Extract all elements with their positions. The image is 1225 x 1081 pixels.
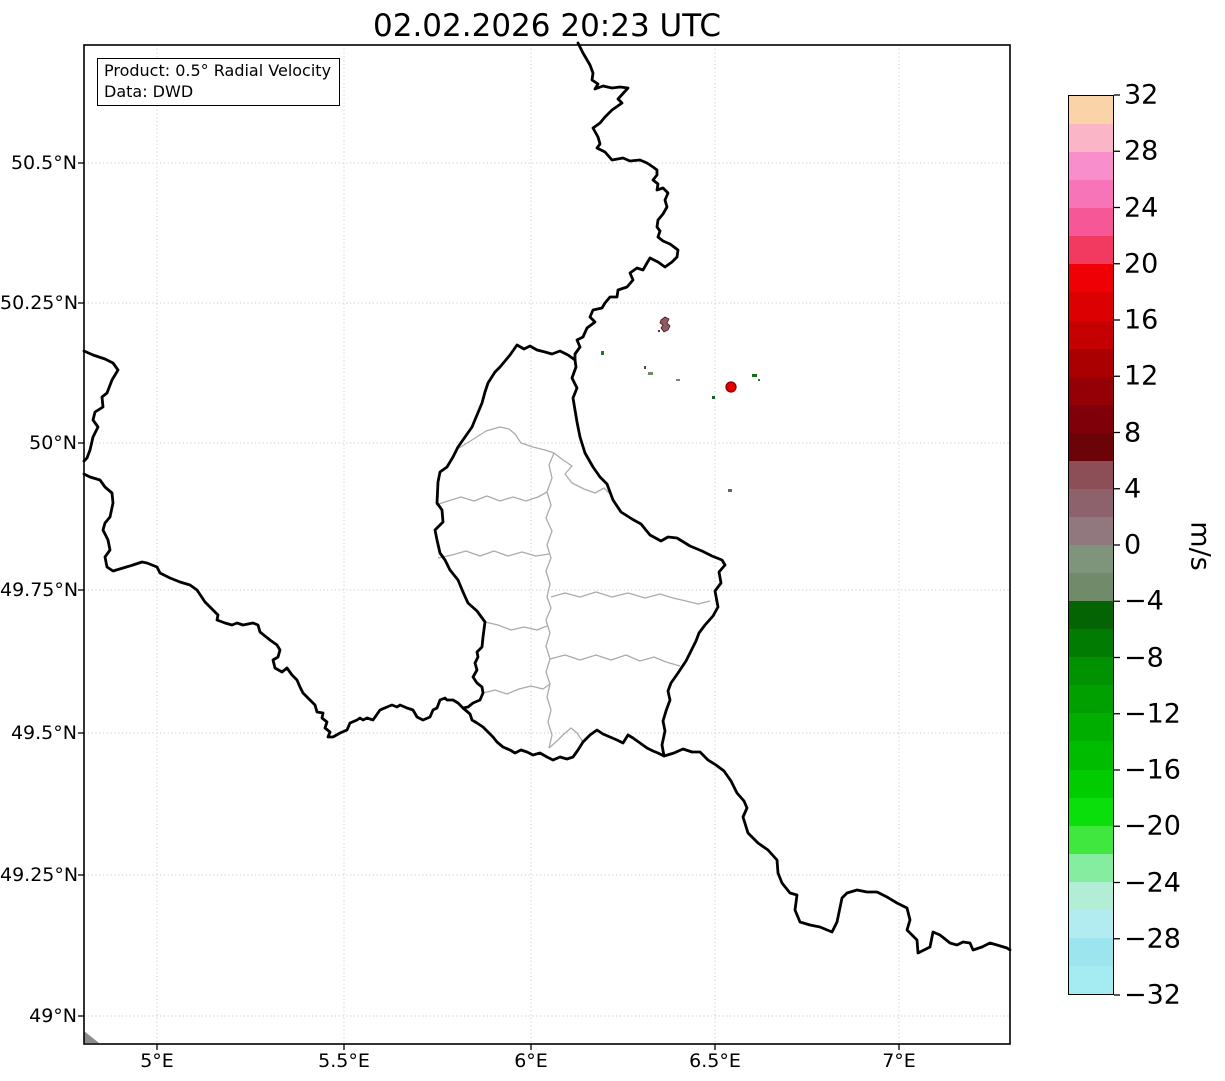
colorbar-tick-label: 16 xyxy=(1124,304,1159,336)
france-belgium-border xyxy=(82,472,465,739)
colorbar-tick-label: 28 xyxy=(1124,135,1159,167)
colorbar-tick-label: 12 xyxy=(1124,360,1159,392)
y-tick-label: 50.25°N xyxy=(0,292,79,314)
annotation-box: Product: 0.5° Radial Velocity Data: DWD xyxy=(97,58,341,106)
colorbar-band xyxy=(1069,825,1113,854)
colorbar-band xyxy=(1069,292,1113,321)
colorbar-band xyxy=(1069,573,1113,602)
colorbar-band xyxy=(1069,96,1113,125)
y-tick-label: 49.5°N xyxy=(10,722,77,744)
colorbar-band xyxy=(1069,432,1113,461)
velocity-speck xyxy=(676,379,680,381)
colorbar-band xyxy=(1069,460,1113,489)
colorbar-tick-label: 24 xyxy=(1124,192,1159,223)
colorbar-band xyxy=(1069,853,1113,882)
x-tick-label: 6°E xyxy=(514,1050,548,1072)
canton-border xyxy=(553,452,610,494)
y-tick-label: 50.5°N xyxy=(10,152,77,174)
canton-border xyxy=(484,621,548,631)
velocity-speck xyxy=(601,351,604,355)
colorbar-tick-label: −8 xyxy=(1124,642,1164,673)
colorbar-band xyxy=(1069,236,1113,265)
colorbar-band xyxy=(1069,516,1113,545)
colorbar-band xyxy=(1069,348,1113,377)
colorbar-band xyxy=(1069,152,1113,181)
canton-border xyxy=(435,491,548,506)
figure-title: 02.02.2026 20:23 UTC xyxy=(373,8,721,44)
x-tick-label: 5.5°E xyxy=(318,1050,370,1072)
corner-land-patch xyxy=(84,1031,99,1043)
colorbar-tick-label: 32 xyxy=(1124,79,1159,111)
colorbar-band xyxy=(1069,881,1113,910)
canton-border xyxy=(437,550,550,559)
colorbar-unit-label: m/s xyxy=(1184,521,1216,571)
colorbar-tick-label: −20 xyxy=(1124,810,1181,842)
colorbar-band xyxy=(1069,909,1113,938)
colorbar-tick-label: −32 xyxy=(1124,979,1181,1011)
colorbar-band xyxy=(1069,769,1113,798)
colorbar-tick-label: 0 xyxy=(1124,529,1142,561)
colorbar-band xyxy=(1069,797,1113,826)
colorbar-band xyxy=(1069,965,1113,994)
colorbar-band xyxy=(1069,376,1113,405)
colorbar-tick-label: −4 xyxy=(1124,585,1164,617)
y-tick-label: 49.75°N xyxy=(0,579,79,601)
colorbar-band xyxy=(1069,208,1113,237)
colorbar-band xyxy=(1069,741,1113,770)
canton-border xyxy=(550,591,711,605)
luxembourg-border xyxy=(433,343,727,762)
colorbar-band xyxy=(1069,264,1113,293)
colorbar xyxy=(1068,95,1114,995)
axis-frame xyxy=(83,44,1011,1045)
velocity-speck xyxy=(728,489,732,492)
radar-location-marker xyxy=(725,381,737,393)
colorbar-band xyxy=(1069,404,1113,433)
colorbar-band xyxy=(1069,601,1113,630)
colorbar-band xyxy=(1069,180,1113,209)
canton-border xyxy=(482,683,551,695)
belgium-germany-border xyxy=(573,41,680,362)
product-label: Product: 0.5° Radial Velocity xyxy=(104,61,332,80)
x-tick-label: 6.5°E xyxy=(689,1050,741,1072)
colorbar-band xyxy=(1069,488,1113,517)
colorbar-band xyxy=(1069,713,1113,742)
colorbar-tick-label: 4 xyxy=(1124,473,1142,505)
x-tick-label: 5°E xyxy=(140,1050,174,1072)
velocity-speck xyxy=(758,379,760,381)
canton-border xyxy=(548,727,584,749)
x-tick-label: 7°E xyxy=(882,1050,916,1072)
velocity-speck xyxy=(648,372,653,375)
velocity-speck xyxy=(658,330,660,332)
colorbar-tick-label: −28 xyxy=(1124,923,1181,955)
velocity-speck xyxy=(712,396,715,399)
colorbar-band xyxy=(1069,685,1113,714)
canton-border xyxy=(549,654,681,667)
colorbar-tick-label: −16 xyxy=(1124,754,1181,786)
velocity-speck xyxy=(752,374,757,377)
colorbar-tick-label: −12 xyxy=(1124,698,1181,730)
colorbar-band xyxy=(1069,124,1113,153)
velocity-speck xyxy=(644,366,646,369)
colorbar-band xyxy=(1069,545,1113,574)
canton-border xyxy=(545,452,555,749)
y-tick-label: 49°N xyxy=(29,1005,77,1027)
colorbar-band xyxy=(1069,320,1113,349)
y-tick-label: 50°N xyxy=(29,432,77,454)
colorbar-tick-label: 20 xyxy=(1124,248,1159,280)
colorbar-tick-label: −24 xyxy=(1124,867,1181,898)
canton-border xyxy=(458,426,555,454)
data-source-label: Data: DWD xyxy=(104,82,194,101)
velocity-echo-patch xyxy=(659,316,671,333)
france-belgium-loop xyxy=(82,349,120,463)
colorbar-band xyxy=(1069,657,1113,686)
colorbar-tick-label: 8 xyxy=(1124,417,1142,448)
y-tick-label: 49.25°N xyxy=(0,864,79,886)
france-germany-border xyxy=(662,747,1012,955)
colorbar-band xyxy=(1069,629,1113,658)
colorbar-band xyxy=(1069,937,1113,966)
